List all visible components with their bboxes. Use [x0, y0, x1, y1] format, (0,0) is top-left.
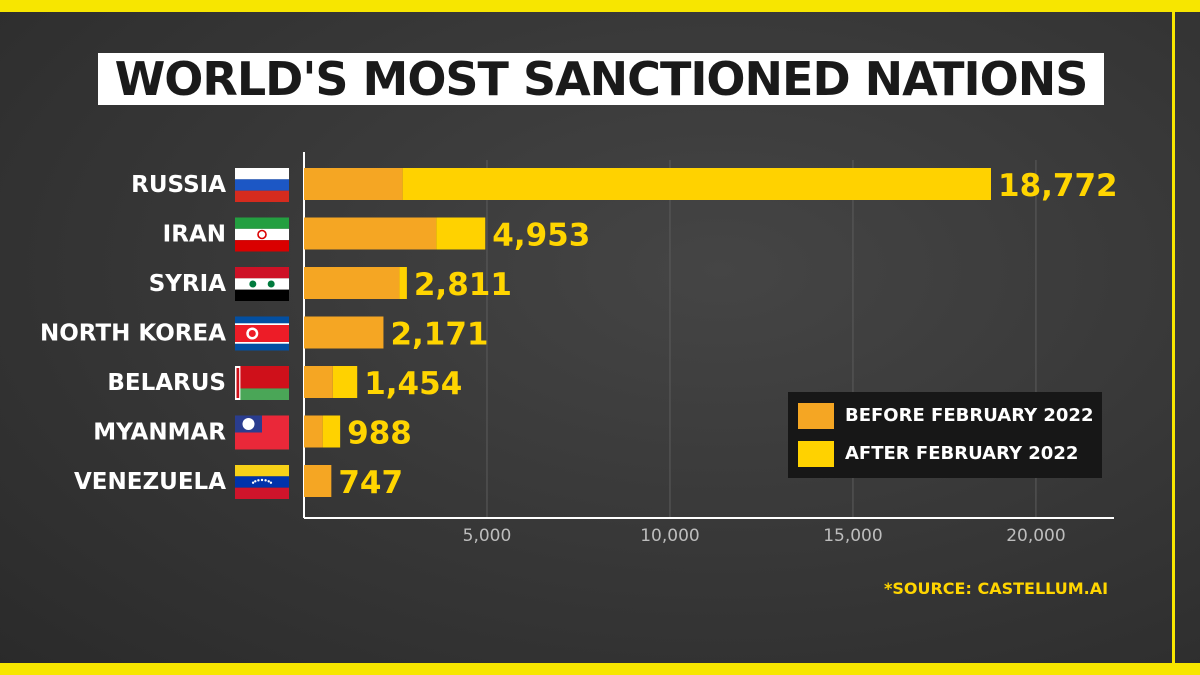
bar-before-syria	[304, 267, 400, 299]
value-label-myanmar: 988	[347, 416, 412, 452]
category-label-russia: RUSSIA	[131, 172, 226, 198]
bar-after-syria	[399, 267, 407, 299]
category-label-iran: IRAN	[163, 222, 226, 248]
legend-swatch-after	[798, 441, 834, 467]
value-label-iran: 4,953	[492, 218, 590, 254]
right-border	[1172, 0, 1175, 675]
category-label-north-korea: NORTH KOREA	[40, 321, 226, 347]
venezuela-flag-icon	[235, 465, 289, 499]
title-banner: WORLD'S MOST SANCTIONED NATIONS	[98, 53, 1104, 105]
category-label-syria: SYRIA	[149, 271, 226, 297]
x-tick-label-20000: 20,000	[1006, 526, 1065, 546]
category-label-belarus: BELARUS	[107, 370, 226, 396]
x-tick-label-15000: 15,000	[823, 526, 882, 546]
bottom-border	[0, 663, 1200, 675]
value-label-north-korea: 2,171	[390, 317, 488, 353]
legend: BEFORE FEBRUARY 2022 AFTER FEBRUARY 2022	[788, 392, 1102, 478]
iran-flag-icon	[235, 217, 289, 252]
value-label-venezuela: 747	[338, 465, 403, 501]
category-label-myanmar: MYANMAR	[93, 420, 226, 446]
x-tick-label-10000: 10,000	[640, 526, 699, 546]
syria-flag-icon	[235, 267, 289, 301]
top-border	[0, 0, 1200, 12]
category-label-venezuela: VENEZUELA	[74, 469, 226, 495]
bar-after-russia	[402, 168, 991, 200]
chart-title: WORLD'S MOST SANCTIONED NATIONS	[114, 52, 1089, 106]
bar-after-myanmar	[322, 415, 341, 448]
russia-flag-icon	[235, 168, 289, 202]
x-tick-label-5000: 5,000	[463, 526, 512, 546]
bar-after-belarus	[332, 366, 358, 398]
bar-before-myanmar	[304, 415, 323, 448]
bar-before-venezuela	[304, 465, 332, 497]
legend-label-before: BEFORE FEBRUARY 2022	[845, 405, 1094, 426]
myanmar-flag-icon	[235, 415, 289, 450]
legend-label-after: AFTER FEBRUARY 2022	[845, 443, 1079, 464]
value-label-belarus: 1,454	[364, 366, 462, 402]
bar-before-belarus	[304, 366, 333, 398]
legend-swatch-before	[798, 403, 834, 429]
value-label-russia: 18,772	[998, 168, 1118, 204]
bar-before-north-korea	[304, 316, 384, 349]
north-korea-flag-icon	[235, 316, 289, 351]
source-note: *SOURCE: CASTELLUM.AI	[884, 579, 1109, 598]
bar-before-iran	[304, 217, 437, 250]
belarus-flag-icon	[235, 366, 289, 400]
value-label-syria: 2,811	[414, 267, 512, 303]
bar-after-iran	[436, 217, 486, 250]
bar-before-russia	[304, 168, 403, 200]
